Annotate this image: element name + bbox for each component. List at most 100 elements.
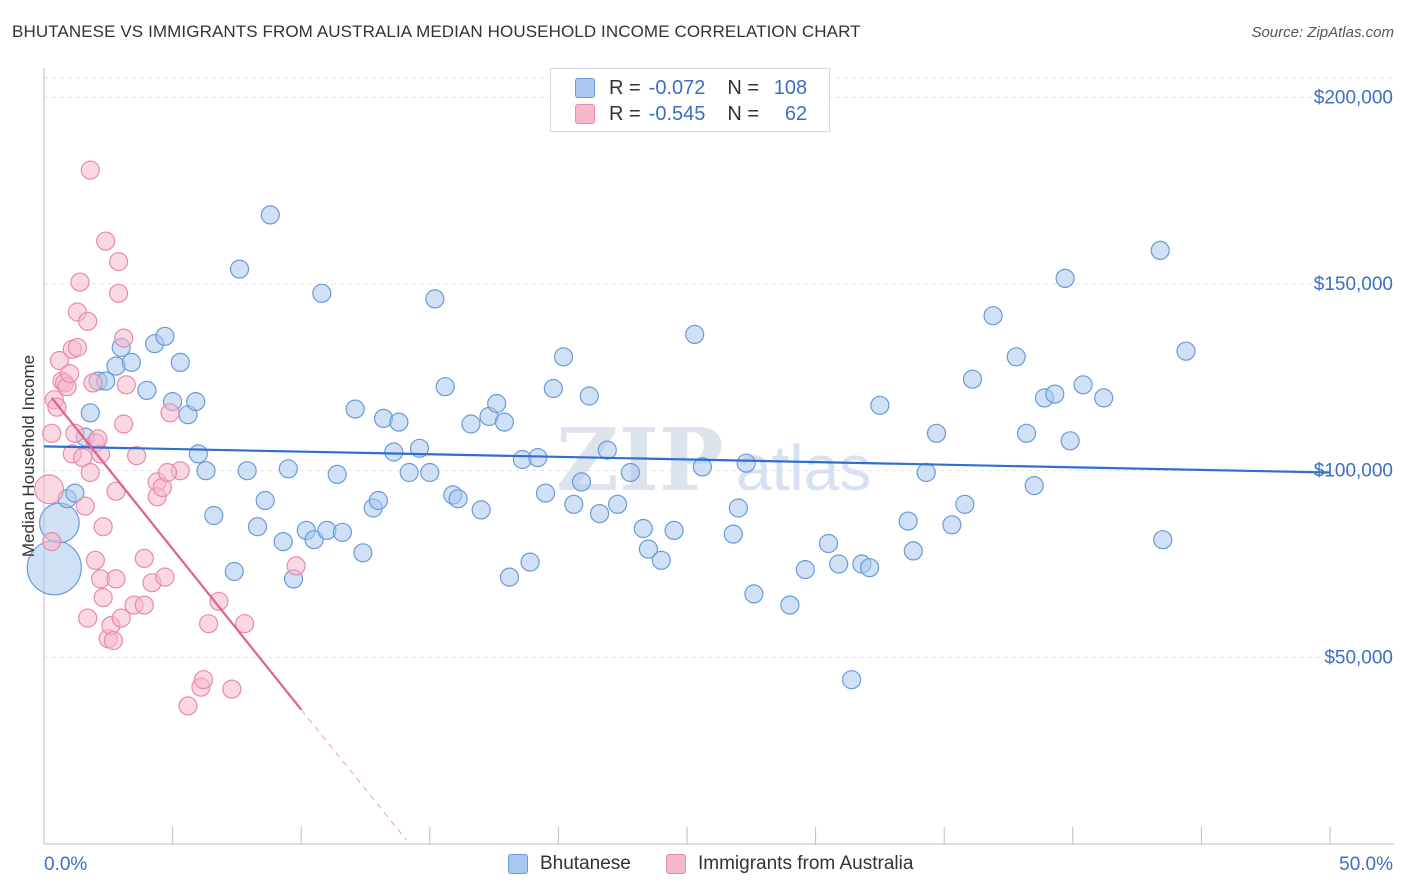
point-immigrants-from-australia: [83, 373, 103, 393]
point-immigrants-from-australia: [93, 517, 113, 537]
point-bhutanese: [983, 306, 1003, 326]
point-immigrants-from-australia: [88, 429, 108, 449]
point-bhutanese: [664, 520, 684, 541]
point-immigrants-from-australia: [78, 608, 98, 628]
point-bhutanese: [543, 378, 563, 399]
point-bhutanese: [435, 377, 455, 397]
point-bhutanese: [620, 462, 641, 483]
point-immigrants-from-australia: [65, 423, 85, 443]
y-tick-label: $100,000: [1314, 461, 1393, 482]
point-bhutanese: [780, 595, 800, 615]
point-bhutanese: [65, 483, 85, 503]
point-immigrants-from-australia: [111, 608, 131, 628]
point-immigrants-from-australia: [67, 337, 88, 358]
y-tick-label: $150,000: [1314, 274, 1393, 295]
point-bhutanese: [1153, 530, 1173, 550]
legend-n-label: N =: [727, 102, 760, 125]
point-immigrants-from-australia: [34, 474, 65, 505]
point-bhutanese: [926, 423, 947, 443]
point-bhutanese: [425, 289, 445, 309]
point-immigrants-from-australia: [42, 423, 62, 443]
point-bhutanese: [471, 500, 491, 520]
bottom-legend-label: Immigrants from Australia: [698, 853, 914, 874]
point-bhutanese: [859, 558, 880, 578]
point-bhutanese: [553, 347, 574, 367]
bottom-legend-swatch-blue: [508, 854, 528, 874]
point-immigrants-from-australia: [75, 496, 95, 516]
trend-line-bhutanese: [43, 445, 1331, 474]
point-immigrants-from-australia: [96, 231, 116, 251]
point-immigrants-from-australia: [157, 462, 178, 483]
point-bhutanese: [353, 543, 373, 563]
chart-title: BHUTANESE VS IMMIGRANTS FROM AUSTRALIA M…: [12, 22, 861, 41]
point-immigrants-from-australia: [134, 595, 154, 615]
legend-n-label: N =: [727, 76, 760, 99]
point-bhutanese: [188, 444, 208, 464]
point-immigrants-from-australia: [80, 462, 100, 483]
y-axis-label: Median Household Income: [19, 355, 38, 557]
point-bhutanese: [564, 494, 584, 514]
point-bhutanese: [597, 440, 617, 460]
point-immigrants-from-australia: [72, 448, 93, 468]
point-bhutanese: [1016, 423, 1037, 443]
point-bhutanese: [795, 559, 815, 580]
bottom-legend-label: Bhutanese: [540, 853, 631, 874]
point-bhutanese: [916, 462, 936, 483]
point-immigrants-from-australia: [134, 548, 154, 569]
x-tick-labels: 0.0% 50.0%: [44, 854, 1393, 875]
point-bhutanese: [1055, 268, 1075, 288]
point-bhutanese: [870, 395, 890, 415]
bottom-legend-swatch-pink: [666, 854, 686, 874]
axes: [43, 68, 1394, 845]
point-immigrants-from-australia: [42, 531, 62, 552]
point-bhutanese: [903, 541, 923, 561]
point-immigrants-from-australia: [127, 446, 147, 466]
bottom-legend-bhutanese: Bhutanese: [508, 852, 631, 876]
legend-swatch-blue: [575, 78, 595, 98]
bottom-legend-immigrants: Immigrants from Australia: [666, 852, 913, 876]
point-bhutanese: [260, 205, 280, 225]
legend-row-immigrants: R = -0.545 N = 62: [575, 102, 807, 126]
point-bhutanese: [461, 414, 481, 434]
point-bhutanese: [224, 561, 244, 582]
point-bhutanese: [80, 403, 100, 423]
point-bhutanese: [332, 522, 352, 542]
point-immigrants-from-australia: [222, 679, 242, 699]
point-bhutanese: [368, 490, 388, 511]
point-bhutanese: [841, 670, 862, 690]
gridlines: [44, 77, 1394, 658]
x-tick-label-max: 50.0%: [1339, 854, 1393, 875]
point-bhutanese: [229, 259, 250, 279]
trend-line-immigrants: [50, 397, 303, 711]
point-bhutanese: [1150, 240, 1170, 260]
y-tick-labels: $200,000 $150,000 $100,000 $50,000: [1314, 87, 1393, 668]
point-bhutanese: [247, 517, 268, 537]
point-immigrants-from-australia: [106, 569, 126, 589]
point-bhutanese: [345, 399, 365, 419]
point-bhutanese: [571, 472, 592, 492]
point-bhutanese: [487, 393, 507, 414]
legend-r-value: -0.072: [648, 76, 706, 99]
legend-n-value: 108: [773, 76, 808, 99]
watermark-atlas: atlas: [736, 432, 871, 504]
point-bhutanese: [520, 552, 540, 572]
point-bhutanese: [685, 324, 705, 344]
point-bhutanese: [273, 531, 293, 552]
legend-r-label: R =: [609, 102, 641, 125]
point-bhutanese: [237, 461, 257, 481]
point-immigrants-from-australia: [49, 350, 70, 371]
point-bhutanese: [535, 483, 556, 503]
point-bhutanese: [399, 462, 419, 483]
point-bhutanese: [1073, 375, 1093, 395]
point-immigrants-from-australia: [114, 328, 134, 348]
point-immigrants-from-australia: [116, 375, 136, 395]
point-bhutanese: [255, 490, 275, 511]
point-immigrants-from-australia: [85, 550, 106, 570]
legend-n-value: 62: [784, 102, 808, 125]
point-immigrants-from-australia: [193, 670, 214, 690]
point-bhutanese: [638, 539, 659, 559]
point-bhutanese: [204, 505, 224, 526]
point-bhutanese: [409, 438, 430, 458]
point-bhutanese: [1045, 384, 1065, 404]
